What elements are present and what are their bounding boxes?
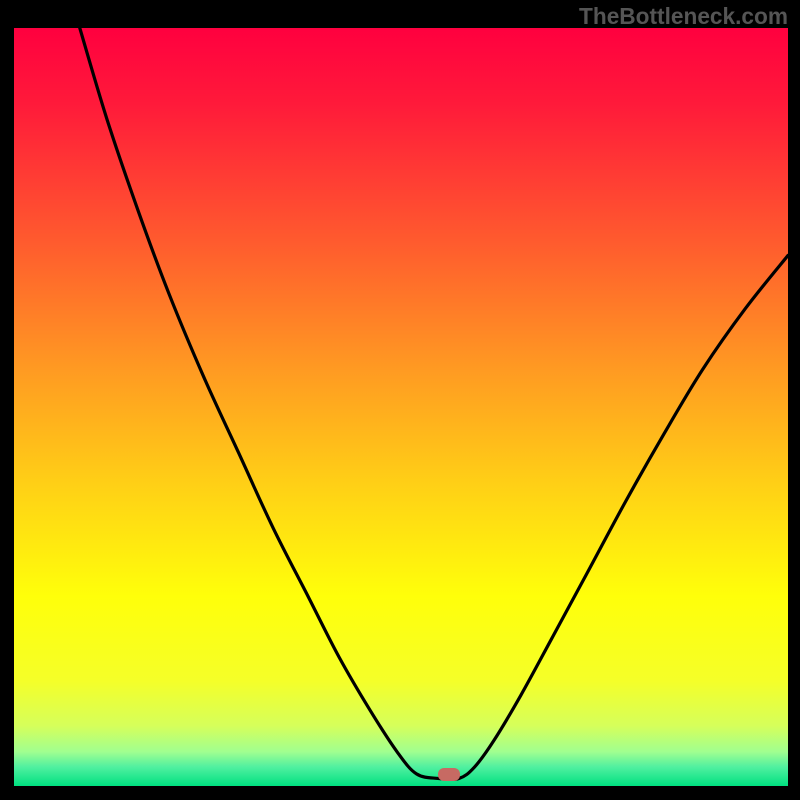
watermark-text: TheBottleneck.com [579,3,788,30]
plot-area [14,28,788,786]
chart-container: TheBottleneck.com [0,0,800,800]
optimal-point-marker [438,768,460,781]
bottleneck-curve [14,28,788,786]
